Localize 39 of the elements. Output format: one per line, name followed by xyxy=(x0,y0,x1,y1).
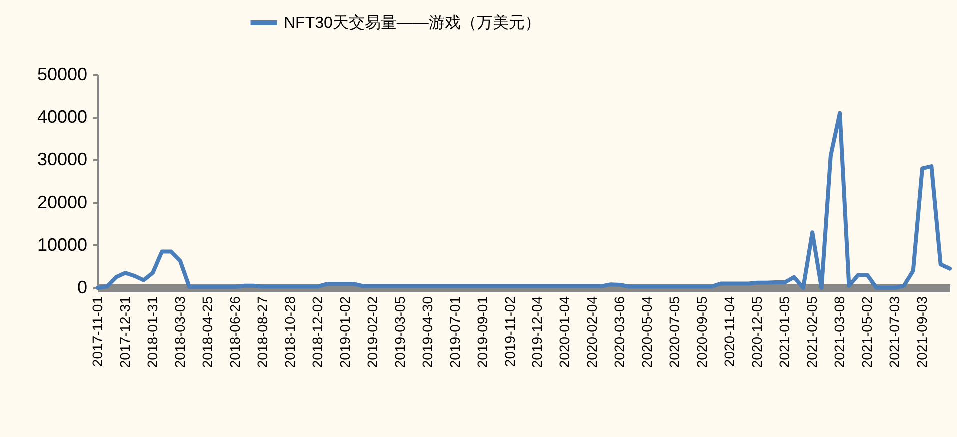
x-tick-label: 2020-09-05 xyxy=(694,296,710,368)
x-tick-label: 2019-12-04 xyxy=(529,296,546,368)
x-tick-label: 2020-05-04 xyxy=(639,296,656,368)
x-tick-label: 2017-11-01 xyxy=(90,296,106,368)
x-tick-label: 2019-09-01 xyxy=(474,296,490,368)
y-tick-label: 40000 xyxy=(37,107,88,128)
y-tick-label: 20000 xyxy=(37,192,88,212)
x-tick-label: 2021-02-05 xyxy=(804,296,820,368)
x-tick-label: 2018-10-28 xyxy=(282,296,298,368)
x-tick-label: 2019-02-02 xyxy=(364,296,380,368)
legend-label: NFT30天交易量——游戏（万美元） xyxy=(284,14,541,32)
x-tick-label: 2021-03-08 xyxy=(832,296,848,368)
x-tick-label: 2020-01-04 xyxy=(556,296,573,368)
y-tick-label: 30000 xyxy=(37,150,88,170)
x-tick-label: 2019-07-01 xyxy=(446,296,463,368)
x-tick-label: 2021-01-05 xyxy=(776,296,793,368)
x-tick-label: 2021-09-03 xyxy=(914,296,930,368)
x-tick-label: 2018-06-26 xyxy=(226,296,243,368)
x-tick-label: 2021-05-02 xyxy=(859,296,876,368)
x-tick-label: 2019-04-30 xyxy=(419,296,436,368)
x-tick-label: 2020-07-05 xyxy=(666,296,683,368)
x-tick-label: 2021-07-03 xyxy=(886,296,903,368)
x-tick-label: 2018-12-02 xyxy=(309,296,326,368)
y-tick-label: 50000 xyxy=(37,64,88,84)
x-tick-label: 2020-12-05 xyxy=(749,296,766,368)
x-tick-label: 2018-03-03 xyxy=(172,296,188,368)
line-series xyxy=(96,111,952,290)
x-tick-label: 2018-04-25 xyxy=(199,296,216,368)
x-tick-label: 2020-03-06 xyxy=(612,296,628,368)
x-tick-label: 2019-01-02 xyxy=(336,296,353,368)
x-tick-label: 2020-11-04 xyxy=(722,296,738,368)
x-tick-label: 2018-01-31 xyxy=(144,296,160,368)
x-tick-label: 2020-02-04 xyxy=(584,296,600,368)
x-tick-label: 2019-11-02 xyxy=(502,296,518,368)
y-tick-label: 0 xyxy=(77,278,88,298)
y-tick-label: 10000 xyxy=(37,234,88,255)
x-tick-label: 2018-08-27 xyxy=(254,296,270,368)
x-tick-label: 2019-03-05 xyxy=(392,296,408,368)
x-tick-label: 2017-12-31 xyxy=(116,296,133,368)
